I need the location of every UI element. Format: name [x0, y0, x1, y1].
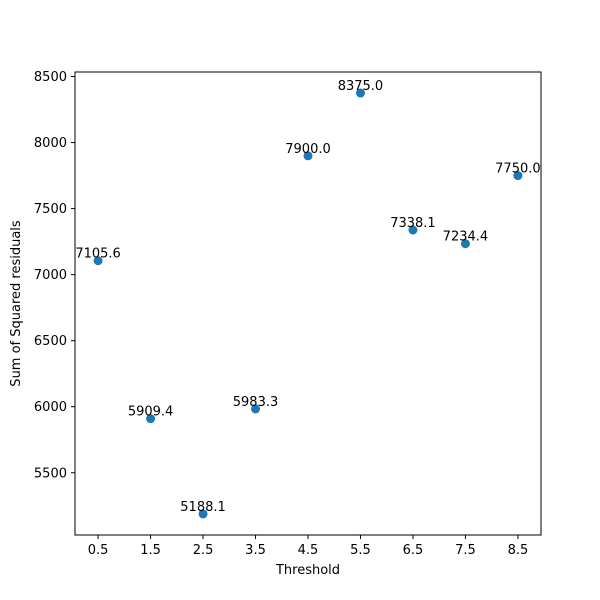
x-tick-label: 4.5 — [298, 543, 319, 558]
y-axis-title: Sum of Squared residuals — [9, 220, 24, 387]
x-tick-label: 7.5 — [455, 543, 476, 558]
data-point — [460, 239, 470, 249]
data-point-label: 8375.0 — [338, 79, 384, 94]
data-point-label: 7900.0 — [285, 142, 331, 157]
data-point — [355, 88, 365, 98]
data-point — [513, 171, 523, 181]
data-point-label: 7750.0 — [495, 162, 541, 177]
data-point-label: 7234.4 — [443, 230, 489, 245]
data-point — [93, 256, 103, 266]
x-tick-label: 5.5 — [350, 543, 371, 558]
x-axis: 0.5 1.5 2.5 3.5 4.5 5.5 6.5 7.5 8.5 — [88, 535, 529, 558]
data-point — [198, 509, 208, 519]
data-point — [251, 404, 261, 414]
y-tick-label: 8500 — [34, 70, 67, 85]
y-tick-label: 6500 — [34, 334, 67, 349]
x-tick-label: 3.5 — [245, 543, 266, 558]
data-point-label: 7338.1 — [390, 216, 436, 231]
data-labels: 7105.6 5909.4 5188.1 5983.3 7900.0 8375.0 7338… — [75, 79, 540, 515]
x-tick-label: 0.5 — [88, 543, 109, 558]
x-tick-label: 6.5 — [403, 543, 424, 558]
y-tick-label: 7000 — [34, 268, 67, 283]
data-point — [408, 225, 418, 235]
x-tick-label: 1.5 — [140, 543, 161, 558]
data-point — [146, 414, 156, 424]
plot-area — [74, 71, 542, 536]
data-points — [93, 88, 523, 519]
data-point-label: 7105.6 — [75, 247, 121, 262]
data-point-label: 5909.4 — [128, 405, 174, 420]
x-axis-title: Threshold — [275, 563, 340, 578]
y-tick-label: 5500 — [34, 466, 67, 481]
data-point — [303, 151, 313, 161]
y-tick-label: 6000 — [34, 400, 67, 415]
data-point-label: 5983.3 — [233, 395, 279, 410]
y-axis: 5500 6000 6500 7000 7500 8000 8500 — [34, 70, 75, 481]
x-tick-label: 8.5 — [508, 543, 529, 558]
y-tick-label: 8000 — [34, 136, 67, 151]
x-tick-label: 2.5 — [193, 543, 214, 558]
data-point-label: 5188.1 — [180, 500, 226, 515]
y-tick-label: 7500 — [34, 202, 67, 217]
